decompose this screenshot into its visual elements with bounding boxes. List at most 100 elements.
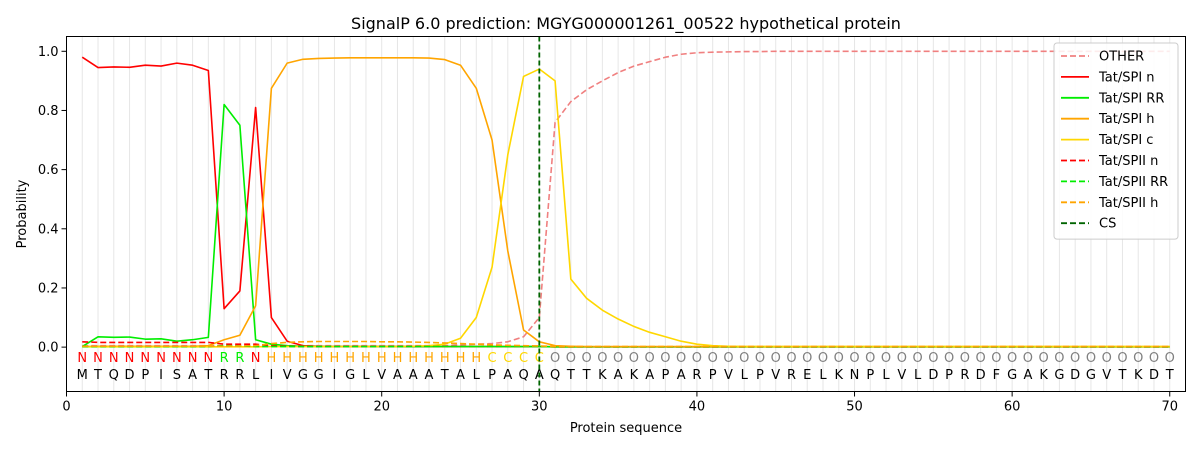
residue-label: L [882, 368, 890, 383]
region-label: O [881, 351, 891, 366]
residue-label: A [393, 368, 402, 383]
residue-label: V [771, 368, 780, 383]
region-label: O [818, 351, 828, 366]
region-label: N [172, 351, 182, 366]
y-tick-label: 0.4 [38, 222, 59, 237]
residue-label: G [298, 368, 308, 383]
residue-label: Q [518, 368, 528, 383]
region-label: N [93, 351, 103, 366]
x-tick-label: 0 [62, 400, 70, 415]
residue-label: N [850, 368, 860, 383]
region-label: N [140, 351, 150, 366]
residue-label: T [582, 368, 591, 383]
residue-label: L [362, 368, 370, 383]
residue-label: A [503, 368, 512, 383]
region-label: O [1039, 351, 1049, 366]
residue-label: K [835, 368, 844, 383]
y-axis-ticks: 0.0 0.2 0.4 0.6 0.8 1.0 [38, 45, 67, 356]
region-label: O [739, 351, 749, 366]
y-tick-label: 1.0 [38, 45, 59, 60]
residue-label: I [269, 368, 273, 383]
residue-label: I [159, 368, 163, 383]
chart-title: SignalP 6.0 prediction: MGYG000001261_00… [351, 14, 901, 34]
residue-label: D [1149, 368, 1159, 383]
region-label: O [849, 351, 859, 366]
region-label: H [298, 351, 308, 366]
residue-label: A [645, 368, 654, 383]
region-label: N [109, 351, 119, 366]
region-label: O [1007, 351, 1017, 366]
residue-label: P [709, 368, 717, 383]
residue-label: Q [109, 368, 119, 383]
region-label: H [345, 351, 355, 366]
residue-label: A [425, 368, 434, 383]
region-label: O [629, 351, 639, 366]
region-label: C [487, 351, 496, 366]
residue-label: M [77, 368, 88, 383]
region-label: R [220, 351, 229, 366]
region-label: N [203, 351, 213, 366]
x-tick-label: 30 [531, 400, 548, 415]
region-label: N [188, 351, 198, 366]
legend-box [1053, 42, 1179, 240]
legend-label: Tat/SPI c [1098, 133, 1153, 148]
residue-label: D [125, 368, 135, 383]
region-label: N [156, 351, 166, 366]
residue-label: A [456, 368, 465, 383]
residue-label: D [1070, 368, 1080, 383]
region-label: O [897, 351, 907, 366]
sequence-labels: NMNTNQNDNPNINSNANTRRRRNLHIHVHGHGHIHGHLHV… [77, 351, 1175, 383]
region-label: O [660, 351, 670, 366]
region-label: O [581, 351, 591, 366]
residue-label: L [914, 368, 922, 383]
series-lines [81, 50, 1170, 348]
residue-label: L [473, 368, 481, 383]
region-label: N [251, 351, 261, 366]
region-label: O [676, 351, 686, 366]
x-tick-label: 70 [1161, 400, 1178, 415]
plot-area [66, 36, 1186, 392]
residue-label: P [141, 368, 149, 383]
residue-label: T [203, 368, 212, 383]
residue-label: V [377, 368, 386, 383]
legend: OTHER Tat/SPI n Tat/SPI RR Tat/SPI h Tat/SPI… [1053, 42, 1179, 240]
region-label: H [314, 351, 324, 366]
region-label: O [645, 351, 655, 366]
y-tick-label: 0.0 [38, 341, 59, 356]
residue-label: G [345, 368, 355, 383]
residue-label: S [173, 368, 181, 383]
residue-label: I [333, 368, 337, 383]
region-label: O [755, 351, 765, 366]
legend-label: Tat/SPII h [1098, 196, 1158, 211]
region-label: O [550, 351, 560, 366]
region-label: H [408, 351, 418, 366]
region-label: C [503, 351, 512, 366]
residue-label: K [598, 368, 607, 383]
residue-label: F [993, 368, 1000, 383]
region-label: O [1165, 351, 1175, 366]
region-label: O [597, 351, 607, 366]
legend-label: OTHER [1099, 50, 1144, 65]
residue-label: Q [550, 368, 560, 383]
residue-label: P [488, 368, 496, 383]
residue-label: A [677, 368, 686, 383]
residue-label: R [960, 368, 969, 383]
residue-label: T [1165, 368, 1174, 383]
residue-label: A [614, 368, 623, 383]
region-label: H [440, 351, 450, 366]
region-label: O [960, 351, 970, 366]
region-label: O [834, 351, 844, 366]
region-label: O [944, 351, 954, 366]
region-label: H [424, 351, 434, 366]
residue-label: A [188, 368, 197, 383]
region-label: O [912, 351, 922, 366]
region-label: O [1102, 351, 1112, 366]
residue-label: L [741, 368, 749, 383]
region-label: O [975, 351, 985, 366]
region-label: O [692, 351, 702, 366]
region-label: O [1133, 351, 1143, 366]
region-label: O [771, 351, 781, 366]
residue-label: A [1023, 368, 1032, 383]
region-label: O [1070, 351, 1080, 366]
